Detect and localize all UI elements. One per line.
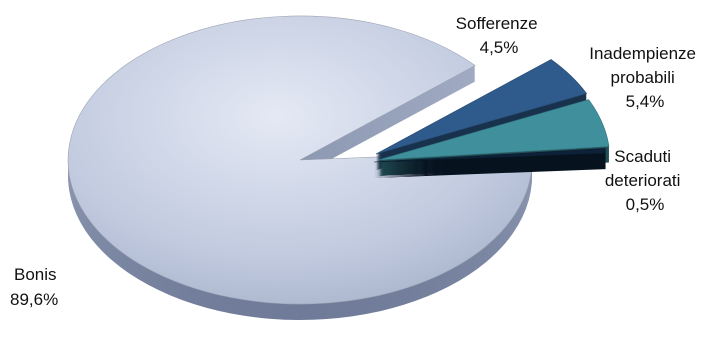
slice-label-scaduti: Scaduti deteriorati 0,5%	[605, 147, 685, 214]
slice-label-sofferenze: Sofferenze 4,5%	[456, 14, 543, 57]
slice-label-bonis-value: 89,6%	[10, 290, 58, 309]
pie-labels: Sofferenze 4,5% Inadempienze probabili 5…	[10, 14, 701, 309]
slice-label-bonis-name: Bonis	[14, 265, 57, 284]
slice-label-inadempienze: Inadempienze probabili 5,4%	[589, 44, 701, 111]
slice-label-scaduti-value: 0,5%	[626, 195, 665, 214]
slice-label-sofferenze-name: Sofferenze	[456, 14, 538, 33]
slice-label-scaduti-name-1: Scaduti	[614, 147, 671, 166]
slice-bonis	[67, 15, 533, 320]
slice-label-sofferenze-value: 4,5%	[480, 38, 519, 57]
slice-label-inadempienze-value: 5,4%	[626, 92, 665, 111]
pie-slices	[67, 15, 610, 320]
slice-label-inadempienze-name-2: probabili	[611, 68, 675, 87]
slice-sofferenze	[375, 59, 588, 170]
slice-scaduti-deteriorati	[373, 148, 606, 178]
slice-label-inadempienze-name-1: Inadempienze	[589, 44, 696, 63]
slice-label-bonis: Bonis 89,6%	[10, 265, 61, 309]
slice-label-scaduti-name-2: deteriorati	[605, 171, 681, 190]
